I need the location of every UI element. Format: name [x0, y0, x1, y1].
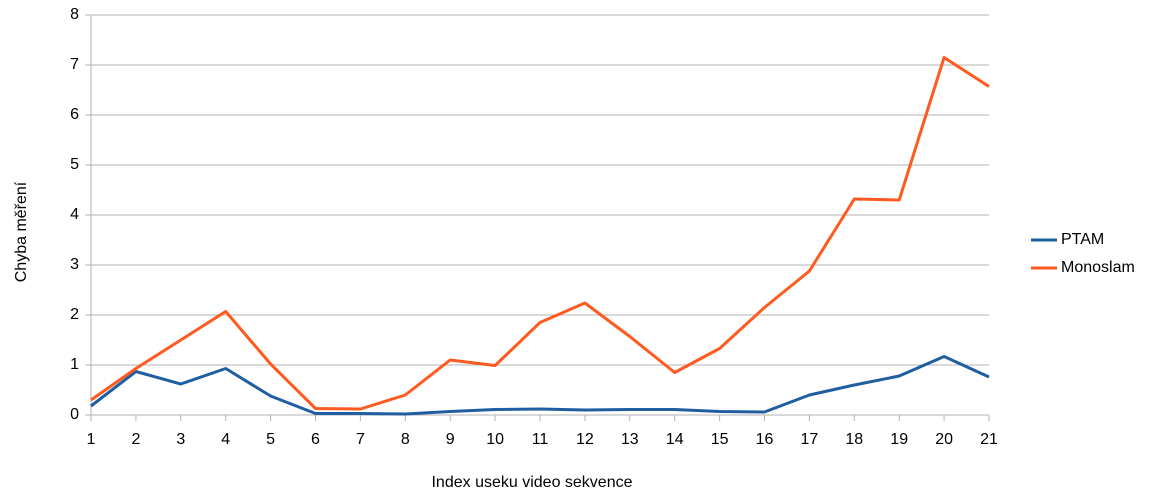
y-tick-label: 1	[70, 356, 79, 373]
x-tick-label: 17	[801, 431, 819, 448]
y-tick-label: 4	[70, 206, 79, 223]
x-tick-label: 8	[401, 431, 410, 448]
y-tick-label: 5	[70, 156, 79, 173]
x-tick-label: 3	[176, 431, 185, 448]
x-tick-label: 15	[711, 431, 729, 448]
y-tick-label: 3	[70, 256, 79, 273]
x-tick-label: 19	[890, 431, 908, 448]
x-tick-label: 6	[311, 431, 320, 448]
x-tick-label: 16	[756, 431, 774, 448]
y-tick-label: 7	[70, 56, 79, 73]
line	[90, 56, 990, 411]
x-tick-label: 18	[845, 431, 863, 448]
legend-label: Monoslam	[1061, 259, 1135, 276]
y-tick-label: 6	[70, 106, 79, 123]
legend-label: PTAM	[1061, 231, 1104, 248]
y-tick-label: 8	[70, 6, 79, 23]
x-tick-label: 20	[935, 431, 953, 448]
x-tick-label: 11	[532, 431, 549, 448]
x-tick-label: 7	[356, 431, 365, 448]
y-tick-label: 2	[70, 306, 79, 323]
y-axis-title: Chyba měření	[13, 181, 30, 282]
x-tick-label: 13	[621, 431, 639, 448]
x-tick-label: 10	[486, 431, 504, 448]
x-tick-label: 4	[221, 431, 230, 448]
x-tick-label: 21	[980, 431, 998, 448]
x-tick-label: 12	[576, 431, 594, 448]
line	[90, 355, 990, 416]
x-tick-label: 14	[666, 431, 684, 448]
y-tick-label: 0	[70, 406, 79, 423]
x-tick-label: 1	[87, 431, 96, 448]
x-tick-label: 2	[131, 431, 140, 448]
x-axis-title: Index useku video sekvence	[431, 474, 632, 491]
x-tick-label: 5	[266, 431, 275, 448]
x-tick-label: 9	[446, 431, 455, 448]
